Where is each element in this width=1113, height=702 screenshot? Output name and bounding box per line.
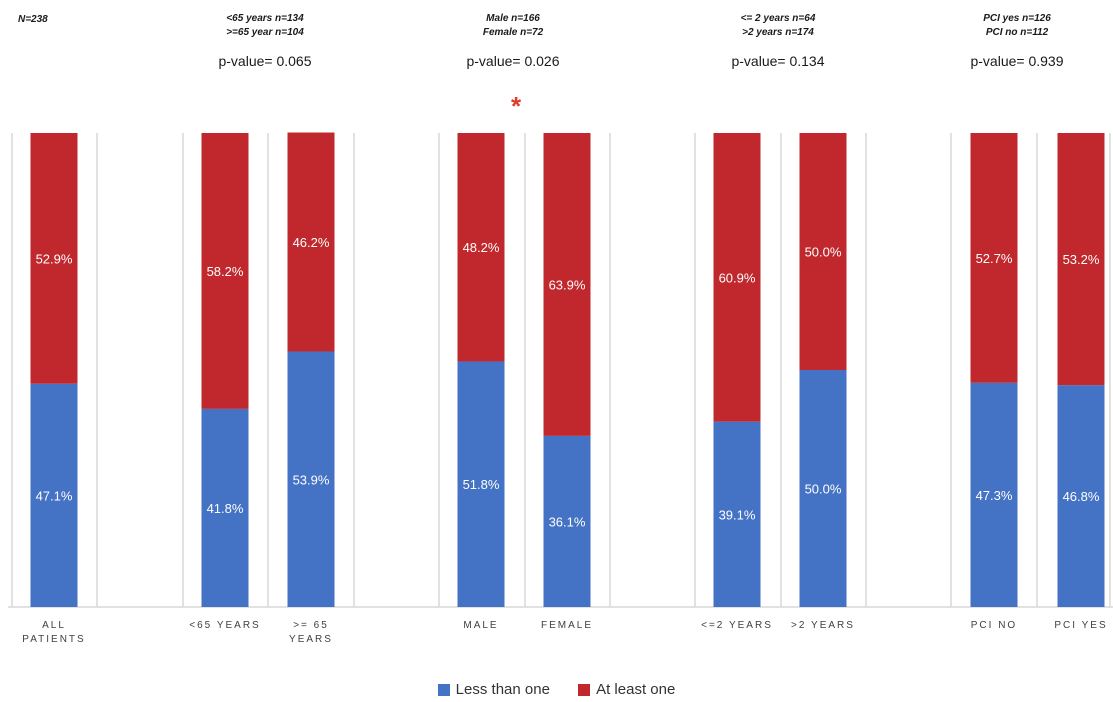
data-label-less-than-one-male: 51.8%: [463, 477, 500, 492]
data-label-less-than-one-2-years: 50.0%: [805, 482, 842, 497]
bar-less-than-one-65-years: [201, 408, 249, 607]
data-label-less-than-one-pci-no: 47.3%: [976, 488, 1013, 503]
total-n-label: N=238: [18, 14, 48, 25]
bar-at-least-one-65-years: [287, 132, 335, 352]
bar-less-than-one-female: [543, 435, 591, 607]
data-label-at-least-one-female: 63.9%: [549, 277, 586, 292]
bar-at-least-one-2-years: [799, 133, 847, 370]
sex-pvalue: p-value= 0.026: [466, 53, 560, 69]
data-label-at-least-one-2-years: 60.9%: [719, 270, 756, 285]
legend-swatch-red: [578, 683, 591, 696]
data-label-at-least-one-65-years: 58.2%: [207, 264, 244, 279]
legend-item-at-least-one: At least one: [578, 681, 675, 698]
category-label-pci-no: PCI NO: [971, 620, 1017, 631]
legend-swatch-blue: [437, 683, 450, 696]
category-label-65-years: <65 YEARS: [189, 620, 260, 631]
data-label-at-least-one-all-patients: 52.9%: [36, 251, 73, 266]
data-label-less-than-one-2-years: 39.1%: [719, 507, 756, 522]
category-label-all-patients-line-2: PATIENTS: [22, 634, 85, 645]
data-label-less-than-one-pci-yes: 46.8%: [1063, 489, 1100, 504]
duration-group-line-1: <= 2 years n=64: [740, 13, 816, 24]
age-pvalue: p-value= 0.065: [218, 53, 312, 69]
sex-group-header: Male n=166 Female n=72 p-value= 0.026: [413, 12, 613, 69]
sex-group-line-2: Female n=72: [482, 27, 544, 38]
bar-less-than-one-all-patients: [30, 383, 78, 607]
significance-star-icon: *: [511, 91, 522, 121]
category-label-female: FEMALE: [541, 620, 593, 631]
legend-label-at-least-one: At least one: [596, 681, 676, 698]
bar-at-least-one-65-years: [201, 133, 249, 409]
legend-item-less-than-one: Less than one: [437, 681, 550, 698]
bar-less-than-one-2-years: [799, 370, 847, 607]
bar-less-than-one-65-years: [287, 351, 335, 607]
category-label-65-years-line-1: >= 65: [293, 620, 329, 631]
bar-at-least-one-female: [543, 133, 591, 436]
category-label-2-years: >2 YEARS: [791, 620, 855, 631]
data-label-less-than-one-all-patients: 47.1%: [36, 488, 73, 503]
bar-less-than-one-pci-yes: [1057, 385, 1105, 607]
bar-at-least-one-pci-yes: [1057, 133, 1105, 386]
bar-less-than-one-male: [457, 361, 505, 607]
pci-group-line-1: PCI yes n=126: [983, 13, 1051, 24]
bar-at-least-one-pci-no: [970, 133, 1018, 383]
data-label-at-least-one-male: 48.2%: [463, 240, 500, 255]
data-label-at-least-one-2-years: 50.0%: [805, 245, 842, 260]
age-group-line-2: >=65 year n=104: [226, 27, 304, 38]
data-label-at-least-one-65-years: 46.2%: [293, 235, 330, 250]
age-group-header: <65 years n=134 >=65 year n=104 p-value=…: [165, 12, 365, 69]
data-label-at-least-one-pci-no: 52.7%: [976, 251, 1013, 266]
data-label-at-least-one-pci-yes: 53.2%: [1063, 252, 1100, 267]
pci-pvalue: p-value= 0.939: [970, 53, 1064, 69]
bar-at-least-one-male: [457, 133, 505, 362]
data-label-less-than-one-65-years: 53.9%: [293, 472, 330, 487]
category-label-2-years: <=2 YEARS: [701, 620, 773, 631]
bar-less-than-one-2-years: [713, 421, 761, 607]
data-label-less-than-one-female: 36.1%: [549, 514, 586, 529]
duration-group-line-2: >2 years n=174: [742, 27, 814, 38]
category-label-65-years-line-2: YEARS: [289, 634, 333, 645]
category-label-all-patients-line-1: ALL: [42, 620, 66, 631]
data-label-less-than-one-65-years: 41.8%: [207, 501, 244, 516]
sex-group-line-1: Male n=166: [486, 13, 540, 24]
legend-label-less-than-one: Less than one: [455, 681, 550, 698]
age-group-line-1: <65 years n=134: [226, 13, 304, 24]
duration-group-header: <= 2 years n=64 >2 years n=174 p-value= …: [678, 12, 878, 69]
duration-pvalue: p-value= 0.134: [731, 53, 825, 69]
bar-at-least-one-2-years: [713, 133, 761, 422]
bar-less-than-one-pci-no: [970, 382, 1018, 607]
pci-group-line-2: PCI no n=112: [985, 27, 1049, 38]
category-label-pci-yes: PCI YES: [1054, 620, 1107, 631]
chart-legend: Less than one At least one: [0, 681, 1113, 700]
category-label-male: MALE: [463, 620, 498, 631]
bar-at-least-one-all-patients: [30, 133, 78, 384]
pci-group-header: PCI yes n=126 PCI no n=112 p-value= 0.93…: [917, 12, 1113, 69]
